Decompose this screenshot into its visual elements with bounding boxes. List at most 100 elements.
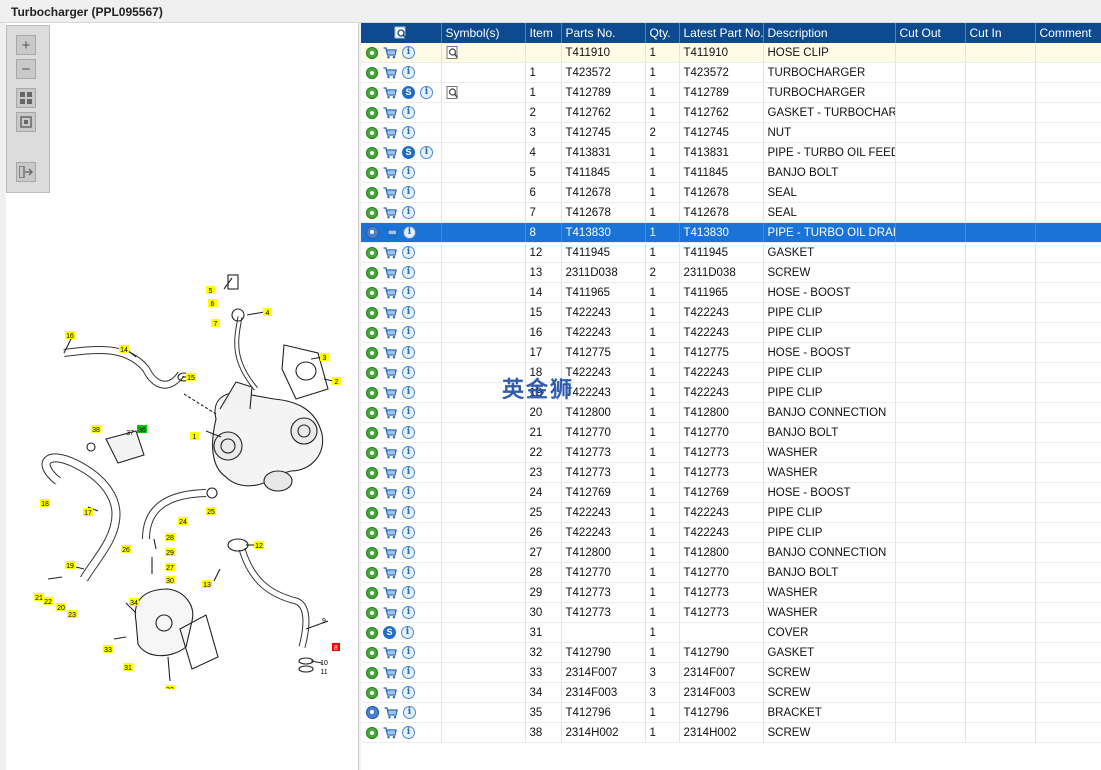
fit-all-button[interactable]: [16, 88, 36, 108]
cart-icon[interactable]: [383, 246, 397, 259]
info-icon[interactable]: i: [402, 666, 415, 679]
gear-icon[interactable]: [366, 566, 378, 579]
diagram-pane[interactable]: + −: [6, 23, 359, 770]
cart-icon[interactable]: [383, 606, 397, 619]
table-row[interactable]: i 14 T411965 1 T411965 HOSE - BOOST: [361, 282, 1101, 303]
fit-window-button[interactable]: [16, 112, 36, 132]
table-row[interactable]: i 25 T422243 1 T422243 PIPE CLIP: [361, 502, 1101, 523]
cart-icon[interactable]: [383, 526, 397, 539]
info-icon[interactable]: i: [402, 306, 415, 319]
cart-icon[interactable]: [383, 466, 397, 479]
cart-icon[interactable]: [383, 406, 397, 419]
cart-icon[interactable]: [383, 546, 397, 559]
callout-3[interactable]: 3: [320, 353, 329, 362]
cart-icon[interactable]: [383, 426, 397, 439]
gear-icon[interactable]: [366, 66, 378, 79]
cart-icon[interactable]: [383, 726, 397, 739]
callout-7[interactable]: 7: [211, 319, 220, 328]
gear-icon[interactable]: [366, 546, 378, 559]
table-row[interactable]: i 6 T412678 1 T412678 SEAL: [361, 182, 1101, 203]
info-icon[interactable]: i: [402, 546, 415, 559]
info-icon[interactable]: i: [402, 466, 415, 479]
magnifier-doc-icon[interactable]: [446, 46, 460, 59]
info-icon[interactable]: i: [403, 226, 416, 239]
callout-20[interactable]: 20: [56, 603, 66, 612]
gear-icon[interactable]: [366, 86, 378, 99]
gear-icon[interactable]: [366, 106, 378, 119]
callout-22[interactable]: 22: [43, 597, 53, 606]
callout-11[interactable]: 11: [320, 669, 327, 676]
table-row[interactable]: i 30 T412773 1 T412773 WASHER: [361, 602, 1101, 623]
col-header-description[interactable]: Description: [763, 23, 896, 43]
info-icon[interactable]: i: [402, 106, 415, 119]
table-row[interactable]: i 21 T412770 1 T412770 BANJO BOLT: [361, 422, 1101, 443]
callout-31[interactable]: 31: [123, 663, 133, 672]
callout-10[interactable]: 10: [320, 660, 328, 667]
gear-icon[interactable]: [366, 726, 378, 739]
callout-30[interactable]: 30: [165, 576, 175, 585]
callout-33[interactable]: 33: [103, 645, 113, 654]
info-icon[interactable]: i: [402, 566, 415, 579]
table-row[interactable]: i 23 T412773 1 T412773 WASHER: [361, 462, 1101, 483]
gear-icon[interactable]: [366, 146, 378, 159]
callout-36[interactable]: 36: [137, 425, 147, 434]
info-icon[interactable]: i: [420, 86, 433, 99]
info-icon[interactable]: i: [402, 506, 415, 519]
cart-icon[interactable]: [383, 86, 397, 99]
table-row[interactable]: i 18 T422243 1 T422243 PIPE CLIP: [361, 362, 1101, 383]
cart-icon[interactable]: [383, 306, 397, 319]
cart-icon[interactable]: [383, 666, 397, 679]
cart-icon[interactable]: [383, 346, 397, 359]
cart-icon[interactable]: [383, 146, 397, 159]
col-header-latest-part-no[interactable]: Latest Part No.: [679, 23, 764, 43]
table-row[interactable]: i 12 T411945 1 T411945 GASKET: [361, 242, 1101, 263]
gear-icon[interactable]: [366, 286, 378, 299]
cart-icon[interactable]: [384, 226, 398, 239]
callout-12[interactable]: 12: [254, 541, 264, 550]
callout-6[interactable]: 6: [208, 299, 217, 308]
info-icon[interactable]: i: [402, 46, 415, 59]
info-icon[interactable]: i: [402, 726, 415, 739]
info-icon[interactable]: i: [402, 406, 415, 419]
info-icon[interactable]: i: [402, 246, 415, 259]
info-icon[interactable]: i: [402, 386, 415, 399]
callout-25[interactable]: 25: [206, 507, 216, 516]
callout-5[interactable]: 5: [206, 286, 215, 295]
cart-icon[interactable]: [383, 586, 397, 599]
cart-icon[interactable]: [383, 326, 397, 339]
cart-icon[interactable]: [383, 286, 397, 299]
cart-icon[interactable]: [383, 126, 397, 139]
cart-icon[interactable]: [383, 206, 397, 219]
info-icon[interactable]: i: [402, 586, 415, 599]
cart-icon[interactable]: [383, 266, 397, 279]
col-header-comment[interactable]: Comment: [1035, 23, 1101, 43]
info-icon[interactable]: i: [402, 166, 415, 179]
info-icon[interactable]: i: [420, 146, 433, 159]
info-icon[interactable]: i: [402, 686, 415, 699]
gear-icon[interactable]: [366, 126, 378, 139]
export-button[interactable]: [16, 162, 36, 182]
col-header-qty[interactable]: Qty.: [645, 23, 680, 43]
cart-icon[interactable]: [383, 446, 397, 459]
gear-icon[interactable]: [366, 646, 378, 659]
info-icon[interactable]: i: [402, 186, 415, 199]
info-icon[interactable]: i: [402, 606, 415, 619]
callout-24[interactable]: 24: [178, 517, 188, 526]
table-row[interactable]: i 19 T422243 1 T422243 PIPE CLIP: [361, 382, 1101, 403]
gears-icon[interactable]: [366, 226, 379, 239]
cart-icon[interactable]: [384, 706, 398, 719]
callout-8[interactable]: 8: [332, 643, 340, 652]
table-row[interactable]: i 28 T412770 1 T412770 BANJO BOLT: [361, 562, 1101, 583]
gear-icon[interactable]: [366, 446, 378, 459]
cart-icon[interactable]: [383, 66, 397, 79]
cart-icon[interactable]: [383, 486, 397, 499]
col-header-parts-no[interactable]: Parts No.: [561, 23, 646, 43]
table-row[interactable]: i 20 T412800 1 T412800 BANJO CONNECTION: [361, 402, 1101, 423]
callout-32[interactable]: 32: [165, 685, 175, 689]
info-icon[interactable]: i: [402, 206, 415, 219]
info-icon[interactable]: i: [402, 446, 415, 459]
gear-icon[interactable]: [366, 466, 378, 479]
gear-icon[interactable]: [366, 486, 378, 499]
